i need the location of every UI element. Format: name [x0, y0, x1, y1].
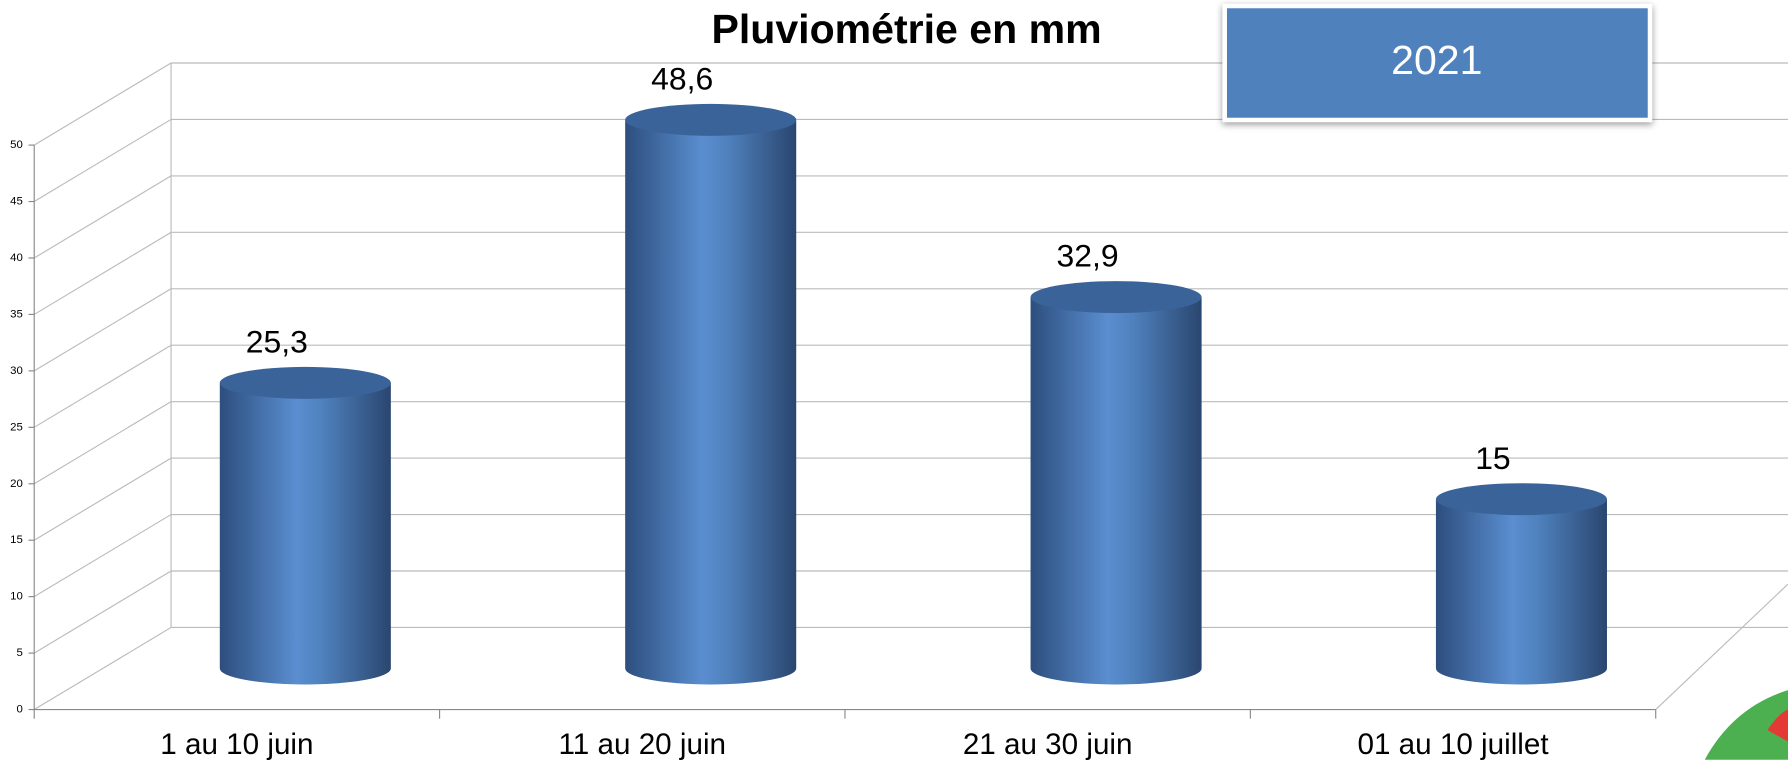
grid-line-side	[33, 62, 172, 146]
grid-line-side	[33, 175, 172, 259]
legend-box	[1222, 3, 1653, 123]
y-tick-label: 20	[10, 478, 23, 490]
logo	[1704, 690, 1788, 760]
chart-title: Pluviométrie en mm	[712, 6, 1102, 52]
grid-line-side	[33, 457, 172, 541]
bar-top	[1435, 483, 1607, 516]
bar	[1435, 499, 1607, 685]
grid-line-side	[33, 288, 172, 372]
x-tick-label: 1 au 10 juin	[160, 728, 313, 760]
logo-accent	[1767, 709, 1788, 742]
grid-line-side	[33, 344, 172, 428]
bar-top	[1030, 281, 1202, 314]
y-tick-label: 35	[10, 308, 23, 320]
marks: 25,3 48,6 32,9 15	[219, 61, 1607, 685]
x-tick-label: 01 au 10 juillet	[1358, 728, 1550, 760]
bar	[1030, 297, 1202, 685]
bar	[625, 119, 797, 685]
legend-label: 2021	[1391, 37, 1482, 83]
grid-line-side	[33, 401, 172, 485]
y-tick-label: 40	[10, 252, 23, 264]
grid-line-side	[33, 231, 172, 315]
y-tick-label: 5	[16, 647, 22, 659]
grid-line-side	[33, 626, 172, 711]
data-label: 48,6	[651, 61, 713, 97]
bar-top	[625, 103, 797, 136]
bar-top	[219, 366, 391, 399]
y-tick-label: 10	[10, 591, 23, 603]
data-label: 25,3	[246, 324, 308, 360]
x-tick-label: 21 au 30 juin	[963, 728, 1133, 760]
grid-line-side	[33, 570, 172, 654]
data-label: 15	[1475, 440, 1510, 476]
data-label: 32,9	[1057, 238, 1119, 274]
y-tick-label: 25	[10, 421, 23, 433]
y-tick-label: 50	[10, 139, 23, 151]
grid-line-side	[33, 514, 172, 598]
grid-line-side	[33, 118, 172, 203]
floor-edge	[1655, 583, 1788, 710]
y-tick-label: 45	[10, 196, 23, 208]
y-tick-label: 0	[16, 704, 22, 716]
y-tick-label: 15	[10, 534, 23, 546]
x-tick-label: 11 au 20 juin	[559, 728, 726, 760]
y-tick-label: 30	[10, 365, 23, 377]
bar	[219, 382, 391, 685]
